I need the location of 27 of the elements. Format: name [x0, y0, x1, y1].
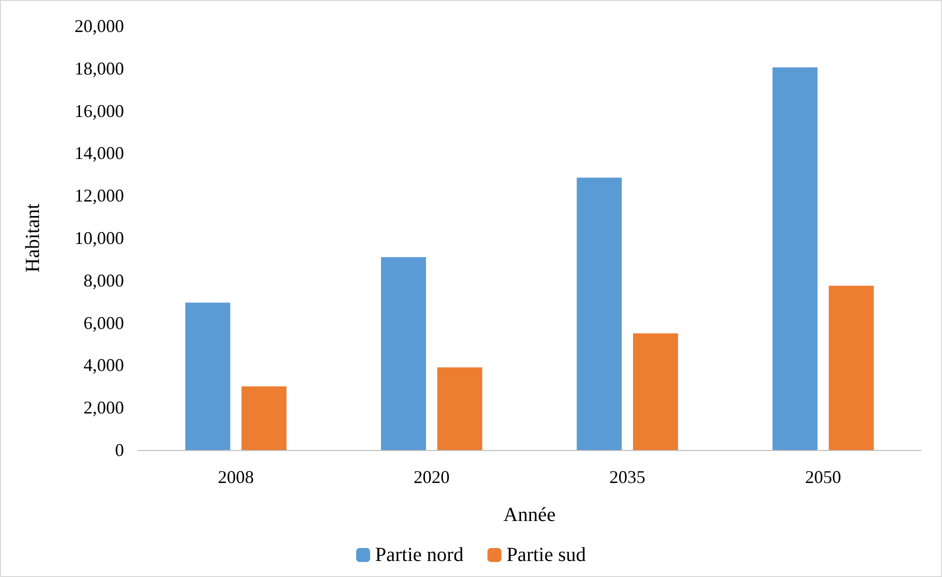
- x-tick-label: 2035: [609, 467, 646, 487]
- x-tick-label: 2008: [218, 467, 254, 487]
- y-tick-label: 14,000: [74, 143, 124, 164]
- bar: [185, 302, 230, 450]
- bar: [242, 386, 286, 450]
- y-tick-label: 4,000: [84, 355, 124, 376]
- x-tick-label: 2050: [805, 467, 842, 487]
- y-tick-label: 2,000: [84, 398, 124, 418]
- y-axis-title: Habitant: [22, 203, 44, 272]
- bar: [576, 178, 622, 450]
- y-tick-label: 0: [115, 440, 124, 460]
- y-tick-label: 8,000: [84, 270, 124, 290]
- legend-label: Partie sud: [506, 544, 586, 566]
- x-tick-label: 2020: [414, 467, 450, 487]
- y-tick-label: 20,000: [74, 16, 124, 36]
- y-tick-label: 16,000: [74, 100, 124, 121]
- bar: [381, 257, 426, 450]
- y-tick-label: 18,000: [74, 58, 124, 78]
- x-axis-title: Année: [503, 504, 556, 526]
- y-tick-label: 6,000: [84, 312, 124, 333]
- bar: [633, 333, 678, 450]
- legend-label: Partie nord: [375, 544, 464, 566]
- bar: [437, 367, 482, 450]
- bar: [828, 286, 874, 450]
- bar: [772, 67, 818, 450]
- y-tick-label: 12,000: [74, 186, 124, 206]
- y-tick-label: 10,000: [74, 228, 124, 248]
